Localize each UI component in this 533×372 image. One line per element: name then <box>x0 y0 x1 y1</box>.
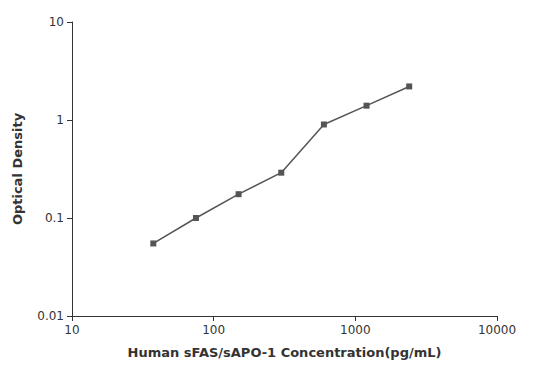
svg-text:10000: 10000 <box>478 323 516 337</box>
svg-text:Optical Density: Optical Density <box>10 112 25 225</box>
svg-text:1000: 1000 <box>340 323 371 337</box>
svg-text:0.01: 0.01 <box>37 309 64 323</box>
svg-text:Human sFAS/sAPO-1 Concentratio: Human sFAS/sAPO-1 Concentration(pg/mL) <box>128 345 442 360</box>
svg-text:10: 10 <box>64 323 79 337</box>
svg-text:100: 100 <box>202 323 225 337</box>
svg-text:1: 1 <box>56 113 64 127</box>
svg-text:10: 10 <box>49 15 64 29</box>
svg-text:0.1: 0.1 <box>45 211 64 225</box>
